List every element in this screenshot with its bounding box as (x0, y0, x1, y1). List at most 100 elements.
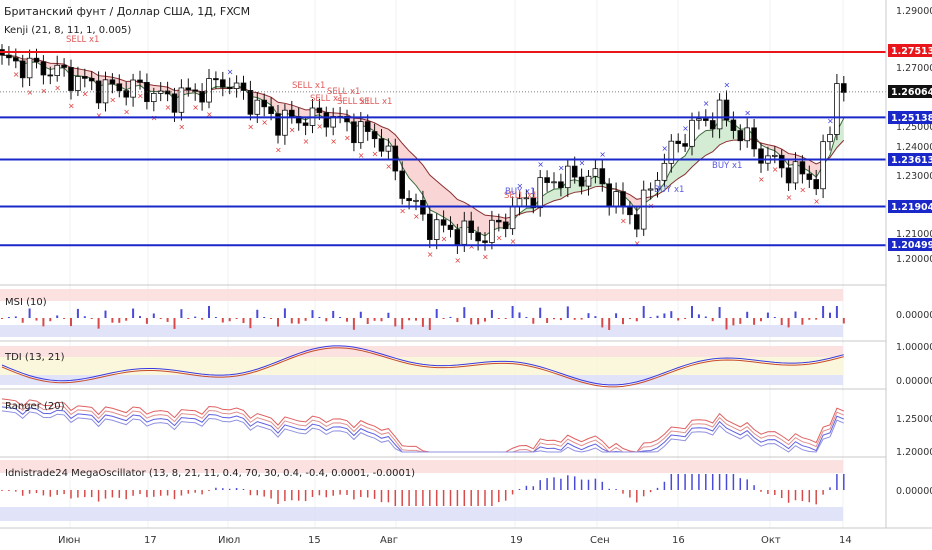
price-tick: 1.24000 (896, 142, 932, 153)
chart-title[interactable]: Британский фунт / Доллар США, 1Д, FXCM (4, 5, 250, 18)
candle-body (247, 90, 254, 115)
candle-body (806, 173, 813, 180)
candle-body (744, 127, 750, 142)
horizontal-levels[interactable] (0, 50, 886, 247)
ranger-label[interactable]: Ranger (20) (5, 401, 65, 412)
ranger-band-line (1, 406, 844, 453)
candle-body (75, 76, 81, 91)
candle-body (613, 191, 619, 207)
sell-cross: × (261, 118, 268, 127)
price-tick: 1.21000 (896, 229, 932, 240)
sell-cross: × (510, 237, 517, 246)
candle-body (668, 140, 675, 164)
buy-cross: × (703, 99, 710, 108)
candle-body (813, 179, 819, 190)
candle-body (233, 82, 240, 89)
sell-cross: × (68, 102, 75, 111)
level-label: 1.26064 (891, 87, 932, 98)
candle-body (675, 140, 681, 144)
candle-body (530, 197, 537, 209)
time-tick: 14 (839, 535, 852, 546)
ranger-panel[interactable]: Ranger (20) 1.25000 1.20000 (5, 401, 932, 458)
candle-body (509, 205, 516, 230)
sell-cross: × (123, 107, 130, 116)
mega-oscillator-label[interactable]: Idnistrade24 MegaOscillator (13, 8, 21, … (5, 468, 415, 479)
candle-body (61, 64, 67, 68)
candles (0, 44, 847, 254)
candle-body (820, 141, 826, 190)
msi-label[interactable]: MSI (10) (5, 297, 47, 308)
candle-body (440, 219, 447, 226)
sell-cross: × (40, 86, 47, 95)
buy-cross: × (537, 160, 544, 169)
buy-cross: × (724, 81, 731, 90)
sell-cross: × (385, 162, 392, 171)
time-axis[interactable]: Июн 17 Июл 15 Авг 19 Сен 16 Окт 14 (0, 527, 932, 546)
candle-body (571, 165, 578, 178)
candle-body (316, 107, 323, 114)
price-tick: 1.25000 (896, 122, 932, 133)
level-label: 1.21904 (891, 202, 932, 213)
time-tick: 15 (308, 535, 321, 546)
tdi-line-b (1, 347, 844, 388)
candle-body (254, 99, 261, 115)
time-tick: Июн (58, 535, 80, 546)
tdi-panel[interactable]: TDI (13, 21) 1.00000 0.00000 (4, 342, 932, 387)
msi-tick: 0.00000 (896, 310, 932, 321)
sell-cross: × (468, 242, 475, 251)
sell-cross: × (192, 103, 199, 112)
tdi-upper-band (0, 346, 843, 357)
candle-body (26, 57, 33, 79)
candle-body (551, 181, 557, 184)
sell-cross: × (330, 137, 337, 146)
sell-cross: × (813, 197, 820, 206)
candle-body (592, 168, 599, 177)
candle-body (240, 82, 247, 91)
sell-signal-label: SELL x1 (310, 94, 343, 104)
candle-body (461, 220, 468, 245)
candle-body (841, 83, 847, 93)
candle-body (627, 206, 633, 216)
buy-signal-label: BUY x1 (505, 187, 535, 197)
indicator-panels (0, 289, 845, 521)
signal-markers: × × × × × × × × × × × × × × × × × × × × × × × × × × × × × × × × × × × × × × × ×… (13, 68, 834, 265)
mega-lower-band (0, 507, 843, 521)
candle-body (682, 143, 688, 147)
buy-cross: × (682, 124, 689, 133)
kenji-indicator-label[interactable]: Kenji (21, 8, 11, 1, 0.005) (4, 25, 131, 36)
candle-body (709, 120, 716, 130)
candle-body (523, 197, 530, 200)
candle-body (178, 87, 185, 113)
price-axis[interactable]: 1.29000 1.27000 1.25000 1.24000 1.23000 … (885, 0, 932, 528)
kenji-cloud (623, 191, 651, 211)
candle-body (696, 118, 702, 121)
signal-labels: SELL x1 SELL x1 SELL x1 SELL x1 SELL x1 … (66, 35, 742, 201)
candle-body (357, 121, 364, 144)
time-tick: Сен (590, 535, 610, 546)
tdi-label[interactable]: TDI (13, 21) (4, 352, 65, 363)
tdi-line-a (1, 345, 844, 386)
sell-signal-label: SELL x1 (292, 81, 325, 91)
sell-cross: × (427, 250, 434, 259)
msi-panel[interactable]: MSI (10) 0.00000 (5, 297, 932, 321)
mega-oscillator-panel[interactable]: Idnistrade24 MegaOscillator (13, 8, 21, … (5, 468, 932, 497)
buy-cross: × (227, 68, 234, 77)
candle-body (654, 179, 661, 190)
sell-cross: × (137, 92, 144, 101)
sell-cross: × (54, 84, 61, 93)
candle-body (827, 134, 833, 143)
sell-cross: × (620, 216, 627, 225)
candle-body (640, 189, 647, 230)
level-label: 1.20499 (891, 240, 932, 251)
candle-body (737, 130, 744, 142)
candle-body (144, 81, 150, 103)
level-label-box (888, 200, 932, 213)
sell-cross: × (109, 95, 116, 104)
level-label-box (888, 111, 932, 124)
candle-body (164, 90, 171, 95)
price-tick: 1.29000 (896, 6, 932, 17)
sell-cross: × (399, 206, 406, 215)
buy-signal-label: BUY x1 (712, 161, 742, 171)
buy-cross: × (744, 109, 751, 118)
